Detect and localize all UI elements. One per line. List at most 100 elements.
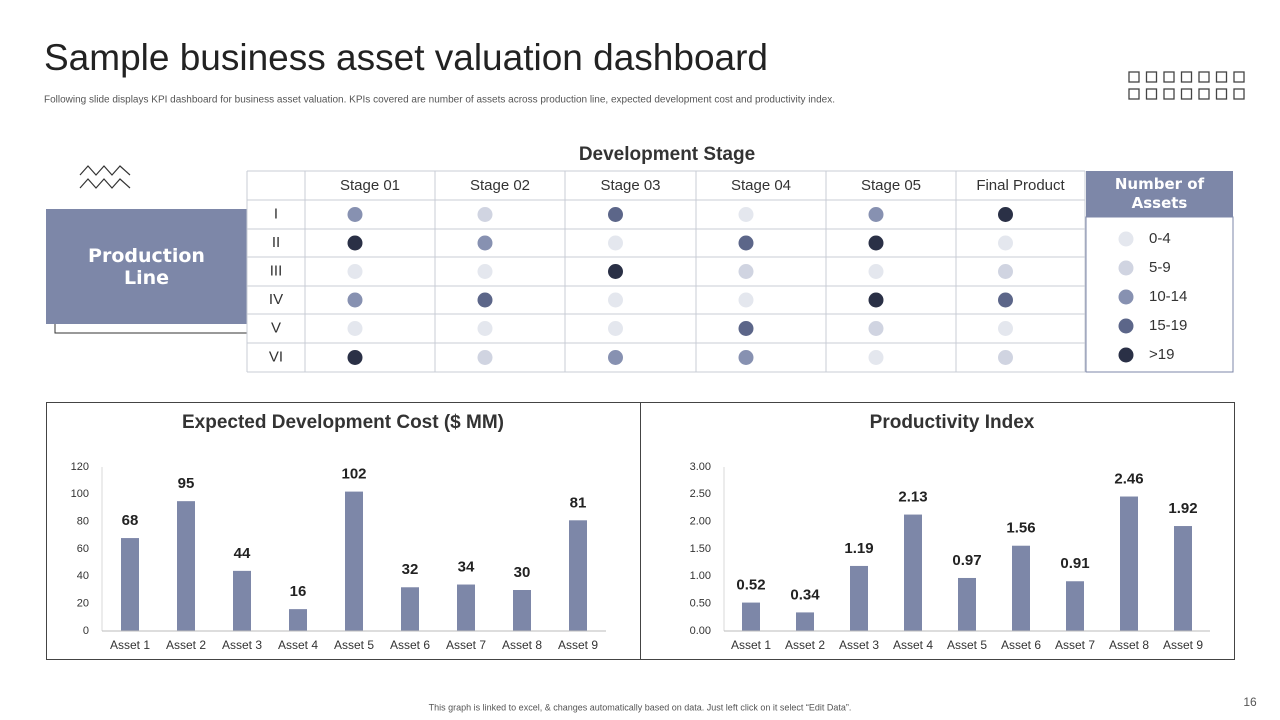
level-dot	[868, 321, 884, 336]
level-dot	[868, 235, 884, 251]
decor-square	[1215, 88, 1228, 100]
x-tick-label: Asset 9	[558, 638, 598, 652]
side-label: Production Line	[88, 244, 205, 289]
column-header: Stage 05	[861, 177, 921, 194]
x-tick-label: Asset 7	[446, 638, 486, 652]
bar	[401, 587, 419, 631]
level-dot	[998, 264, 1013, 279]
chart-title: Expected Development Cost ($ MM)	[182, 412, 504, 433]
level-dot	[347, 292, 363, 308]
data-label: 81	[570, 494, 587, 511]
decor-square	[1233, 88, 1245, 100]
side-box	[46, 209, 247, 324]
legend-label: 5-9	[1149, 259, 1171, 276]
level-dot	[998, 292, 1013, 308]
y-tick-label: 2.50	[690, 488, 711, 500]
decor-square	[1233, 71, 1245, 83]
x-tick-label: Asset 6	[390, 638, 430, 652]
y-tick-label: 0	[83, 625, 89, 637]
legend-box	[1085, 216, 1234, 373]
x-tick-label: Asset 8	[1109, 638, 1149, 652]
level-dot	[608, 264, 623, 279]
footer-note: This graph is linked to excel, & changes…	[429, 702, 852, 712]
subtitle: Following slide displays KPI dashboard f…	[44, 95, 835, 106]
level-dot	[868, 264, 884, 279]
page-number: 16	[1243, 695, 1257, 709]
level-dot	[608, 321, 623, 336]
legend-dot	[1118, 260, 1134, 276]
data-label: 0.91	[1060, 555, 1089, 572]
x-tick-label: Asset 4	[278, 638, 318, 652]
level-dot	[738, 235, 754, 251]
bar	[796, 612, 814, 631]
x-tick-label: Asset 5	[334, 638, 374, 652]
chart-title: Productivity Index	[870, 412, 1035, 433]
y-tick-label: 0.00	[690, 625, 711, 637]
level-dot	[738, 350, 754, 365]
row-header: V	[271, 319, 281, 336]
y-tick-label: 2.00	[690, 516, 711, 528]
x-tick-label: Asset 2	[785, 638, 825, 652]
decor-square	[1163, 88, 1175, 100]
bar	[177, 501, 195, 631]
y-tick-label: 100	[71, 488, 89, 500]
level-dot	[998, 207, 1013, 222]
y-tick-label: 20	[77, 598, 89, 610]
legend-label: 15-19	[1149, 317, 1187, 334]
data-label: 32	[402, 561, 419, 578]
decor-square	[1198, 71, 1210, 83]
legend-title: Number of Assets	[1114, 175, 1205, 212]
row-header: I	[274, 205, 278, 222]
level-dot	[347, 264, 363, 279]
level-dot	[347, 350, 363, 365]
bar	[1120, 496, 1138, 631]
x-tick-label: Asset 3	[839, 638, 879, 652]
y-tick-label: 120	[71, 461, 89, 473]
title: Sample business asset valuation dashboar…	[44, 37, 768, 78]
bar	[121, 538, 139, 631]
level-dot	[608, 207, 623, 222]
y-tick-label: 3.00	[690, 461, 711, 473]
y-tick-label: 40	[77, 570, 89, 582]
decor-square	[1145, 88, 1158, 100]
data-label: 0.52	[736, 577, 765, 594]
legend-label: >19	[1149, 346, 1174, 363]
column-header: Stage 03	[600, 177, 660, 194]
decor-square	[1198, 88, 1210, 100]
level-dot	[998, 321, 1013, 336]
level-dot	[998, 235, 1013, 251]
x-tick-label: Asset 7	[1055, 638, 1095, 652]
decor-square	[1128, 71, 1140, 83]
y-tick-label: 60	[77, 543, 89, 555]
data-label: 44	[234, 545, 251, 562]
data-label: 0.97	[952, 552, 981, 569]
bar	[1066, 581, 1084, 631]
level-dot	[738, 264, 754, 279]
bar	[345, 491, 363, 631]
legend-label: 0-4	[1149, 230, 1171, 247]
bar	[850, 565, 868, 631]
bar	[569, 520, 587, 631]
bar	[742, 602, 760, 631]
column-header: Stage 04	[731, 177, 791, 194]
level-dot	[347, 207, 363, 222]
column-header: Stage 01	[340, 177, 400, 194]
bar	[233, 570, 251, 631]
level-dot	[477, 321, 493, 336]
level-dot	[738, 207, 754, 222]
x-tick-label: Asset 5	[947, 638, 987, 652]
decor-squares	[1128, 71, 1245, 100]
level-dot	[347, 321, 363, 336]
zigzag-icon	[79, 178, 131, 189]
data-label: 68	[122, 512, 139, 529]
data-label: 34	[458, 559, 475, 576]
y-tick-label: 0.50	[690, 598, 711, 610]
x-tick-label: Asset 2	[166, 638, 206, 652]
column-header: Final Product	[976, 177, 1065, 194]
x-tick-label: Asset 1	[110, 638, 150, 652]
matrix-title: Development Stage	[579, 144, 755, 165]
decor-square	[1145, 71, 1158, 83]
row-header: III	[270, 262, 283, 279]
